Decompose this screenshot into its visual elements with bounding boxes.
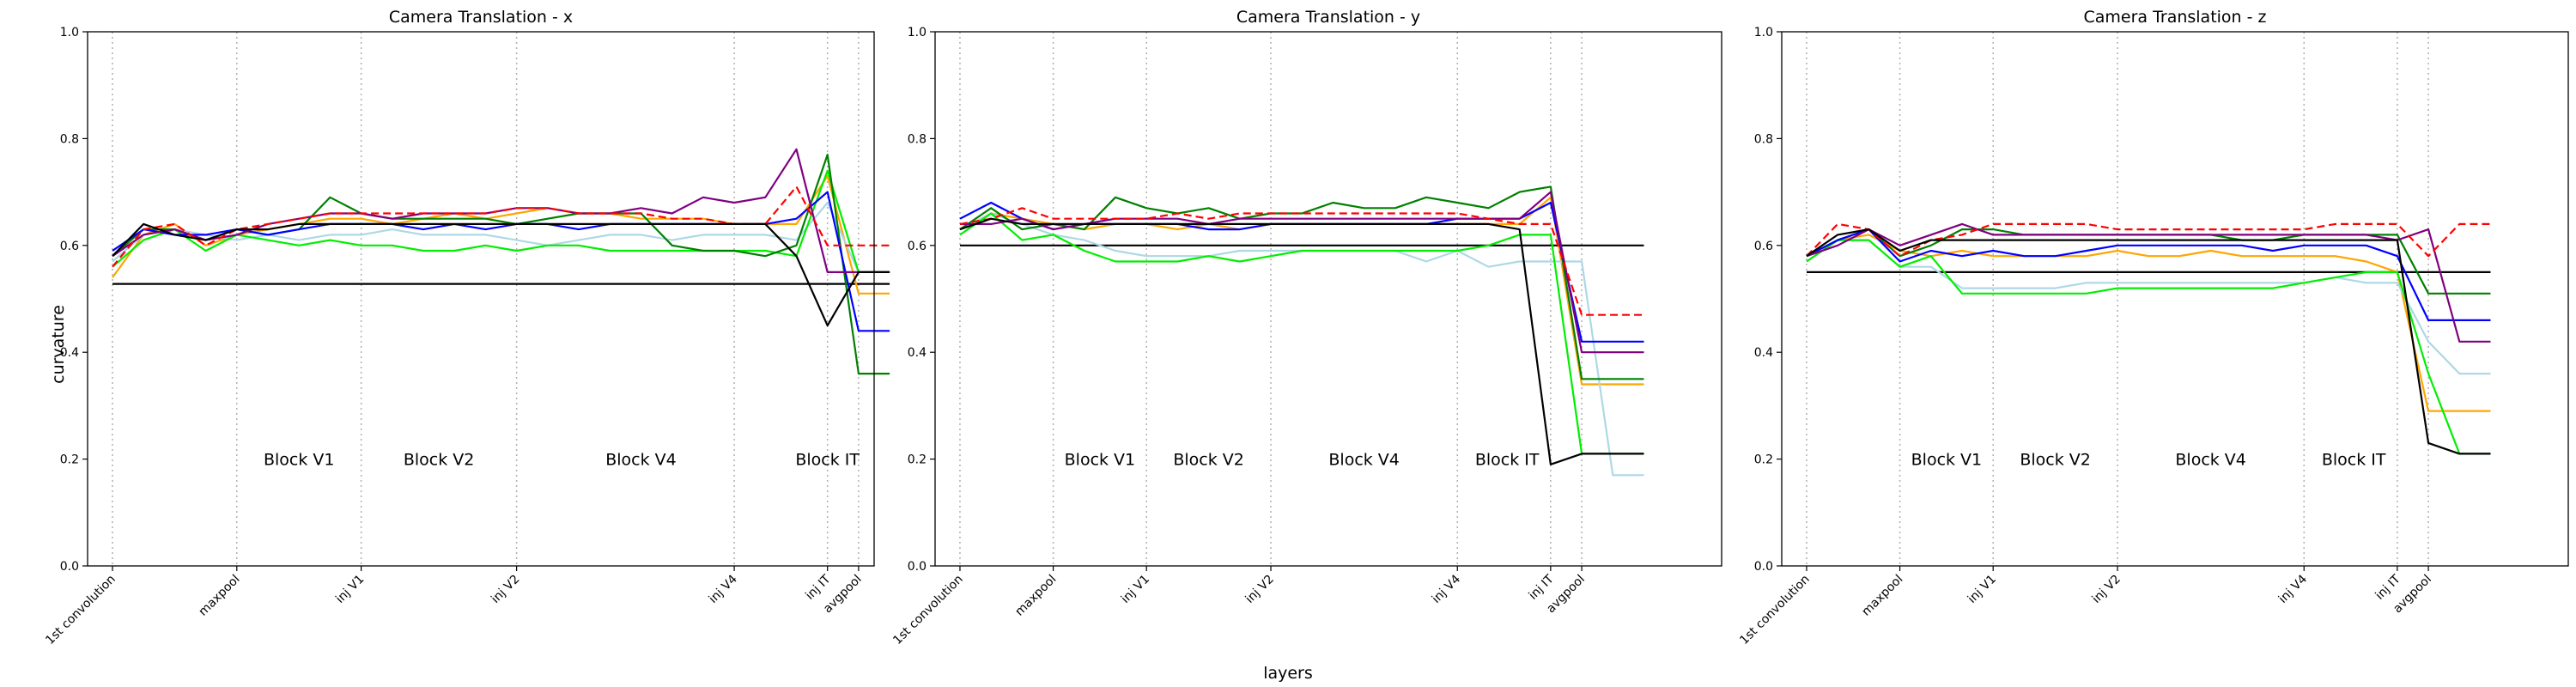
- series-line-5: [959, 185, 1644, 380]
- series-line-7: [1806, 222, 2491, 343]
- x-tick-label: inj V2: [489, 573, 522, 606]
- chart-title: Camera Translation - z: [2083, 8, 2266, 27]
- y-tick-label: 1.0: [1754, 26, 1773, 40]
- panel-2: 0.0 0.2 0.4 0.6 0.8 1.0 1st convolution maxpool…: [890, 8, 1722, 647]
- block-label: Block V4: [2175, 451, 2246, 470]
- series-line-3: [112, 201, 890, 273]
- y-tick-label: 0.4: [1754, 346, 1773, 360]
- x-tick-label: maxpool: [1859, 573, 1905, 619]
- y-tick-label: 0.4: [60, 346, 79, 360]
- block-label: Block IT: [2322, 451, 2386, 470]
- block-label: Block V1: [1911, 451, 1983, 470]
- axes-frame: [934, 31, 1722, 567]
- y-tick-label: 0.0: [908, 560, 927, 574]
- panel-1: 0.0 0.2 0.4 0.6 0.8 1.0 1st convolution maxpool…: [43, 8, 890, 647]
- y-tick-label: 1.0: [908, 26, 927, 40]
- series-line-4: [1806, 239, 2491, 455]
- block-label: Block V2: [404, 451, 475, 470]
- y-tick-label: 0.2: [60, 453, 79, 467]
- series-line-2: [112, 174, 890, 295]
- block-label: Block V2: [1173, 451, 1244, 470]
- panel-3: 0.0 0.2 0.4 0.6 0.8 1.0 1st convolution maxpool…: [1737, 8, 2569, 647]
- y-tick-label: 0.8: [1754, 132, 1773, 146]
- figure-ylabel: curvature: [49, 305, 68, 384]
- x-tick-label: inj V2: [2090, 573, 2123, 606]
- y-tick-label: 0.6: [1754, 240, 1773, 253]
- figure-xlabel: layers: [1263, 664, 1313, 683]
- series-line-7: [112, 148, 890, 273]
- y-tick-label: 0.8: [60, 132, 79, 146]
- series-line-6: [1806, 228, 2491, 321]
- x-tick-label: inj V4: [1430, 572, 1463, 605]
- x-tick-label: inj V2: [1243, 573, 1277, 606]
- series-line-6: [112, 191, 890, 332]
- y-tick-label: 1.0: [60, 26, 79, 40]
- series-line-7: [960, 191, 1644, 354]
- block-label: Block IT: [1475, 451, 1540, 470]
- series-line-9: [1806, 228, 2491, 455]
- series-line-4: [112, 169, 890, 273]
- block-label: Block IT: [795, 451, 860, 470]
- x-tick-label: inj V4: [707, 572, 740, 605]
- y-tick-label: 0.2: [1754, 453, 1773, 467]
- axes-frame: [87, 31, 875, 567]
- chart-title: Camera Translation - x: [389, 8, 573, 27]
- axes-frame: [1781, 31, 2569, 567]
- chart-title: Camera Translation - y: [1236, 8, 1420, 27]
- block-label: Block V1: [1065, 451, 1136, 470]
- x-tick-label: inj V4: [2276, 572, 2310, 605]
- series-line-9: [959, 217, 1644, 465]
- x-tick-label: maxpool: [197, 573, 243, 619]
- x-tick-label: 1st convolution: [1737, 573, 1812, 647]
- y-tick-label: 0.4: [908, 346, 927, 360]
- block-label: Block V2: [2020, 451, 2091, 470]
- x-tick-label: maxpool: [1012, 573, 1059, 619]
- series-line-2: [1806, 234, 2491, 412]
- y-tick-label: 0.6: [60, 240, 79, 253]
- y-tick-label: 0.6: [908, 240, 927, 253]
- series-line-4: [959, 212, 1644, 455]
- x-tick-label: inj V1: [333, 573, 367, 606]
- x-tick-label: 1st convolution: [890, 573, 965, 647]
- series-line-9: [112, 222, 890, 327]
- y-tick-label: 0.8: [908, 132, 927, 146]
- block-label: Block V4: [1328, 451, 1400, 470]
- block-label: Block V4: [605, 451, 677, 470]
- y-tick-label: 0.2: [908, 453, 927, 467]
- y-tick-label: 0.0: [1754, 560, 1773, 574]
- series-line-3: [959, 212, 1644, 477]
- block-label: Block V1: [264, 451, 335, 470]
- y-tick-label: 0.0: [60, 560, 79, 574]
- series-line-5: [112, 154, 890, 375]
- series-line-3: [1806, 239, 2491, 375]
- x-tick-label: inj V1: [1965, 573, 1999, 606]
- x-tick-label: inj V1: [1119, 573, 1152, 606]
- x-tick-label: 1st convolution: [43, 573, 118, 647]
